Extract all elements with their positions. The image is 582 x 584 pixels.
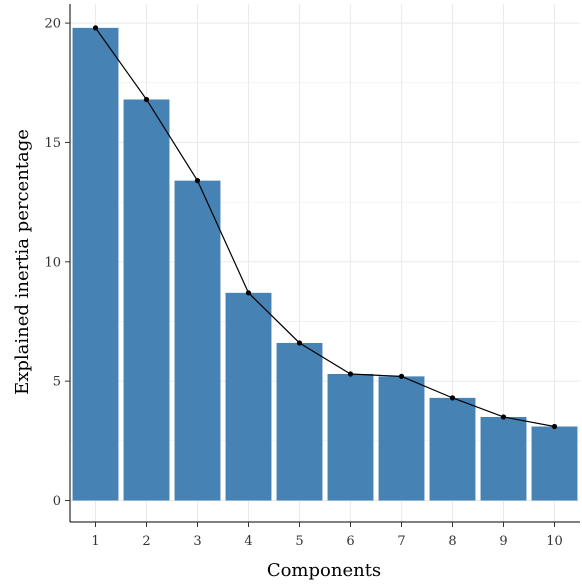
trend-point-7 <box>398 373 405 379</box>
bar-component-4 <box>225 292 272 501</box>
y-tick-label: 15 <box>44 136 61 151</box>
trend-point-10 <box>551 423 558 430</box>
x-tick-label: 10 <box>546 534 563 549</box>
y-tick-label: 10 <box>44 255 61 270</box>
bar-component-5 <box>276 342 323 501</box>
trend-point-5 <box>296 340 303 346</box>
bar-component-8 <box>429 397 476 501</box>
x-tick-label: 9 <box>499 534 507 549</box>
bar-component-1 <box>72 27 119 501</box>
y-tick-label: 0 <box>53 494 61 509</box>
trend-line-layer <box>92 25 558 430</box>
trend-point-9 <box>500 414 507 420</box>
bar-component-10 <box>531 426 578 501</box>
trend-point-2 <box>143 96 150 103</box>
x-tick-label: 8 <box>448 534 456 549</box>
trend-point-3 <box>194 178 201 184</box>
x-tick-label: 7 <box>397 534 405 549</box>
x-axis-title: Components <box>267 560 381 581</box>
axes-layer <box>69 4 580 523</box>
bar-component-6 <box>327 374 374 501</box>
x-tick-label: 5 <box>295 534 303 549</box>
trend-point-1 <box>92 25 99 31</box>
bar-component-9 <box>480 416 527 501</box>
bar-component-3 <box>174 180 221 501</box>
x-tick-label: 2 <box>142 534 150 549</box>
y-tick-label: 20 <box>44 17 61 32</box>
y-axis-title: Explained inertia percentage <box>12 129 33 395</box>
trend-point-6 <box>347 371 354 377</box>
trend-point-4 <box>245 290 252 296</box>
trend-line <box>95 27 555 428</box>
trend-point-8 <box>449 395 456 401</box>
bar-component-2 <box>123 99 170 501</box>
bars-layer <box>72 27 578 501</box>
y-tick-label: 5 <box>53 375 61 390</box>
x-tick-label: 6 <box>346 534 354 549</box>
x-tick-label: 1 <box>91 534 99 549</box>
ticks-layer: 0 5 10 15 20 1 2 3 4 5 6 7 8 9 10 <box>44 17 562 549</box>
x-tick-label: 3 <box>193 534 201 549</box>
bar-component-7 <box>378 376 425 501</box>
x-tick-label: 4 <box>244 534 252 549</box>
